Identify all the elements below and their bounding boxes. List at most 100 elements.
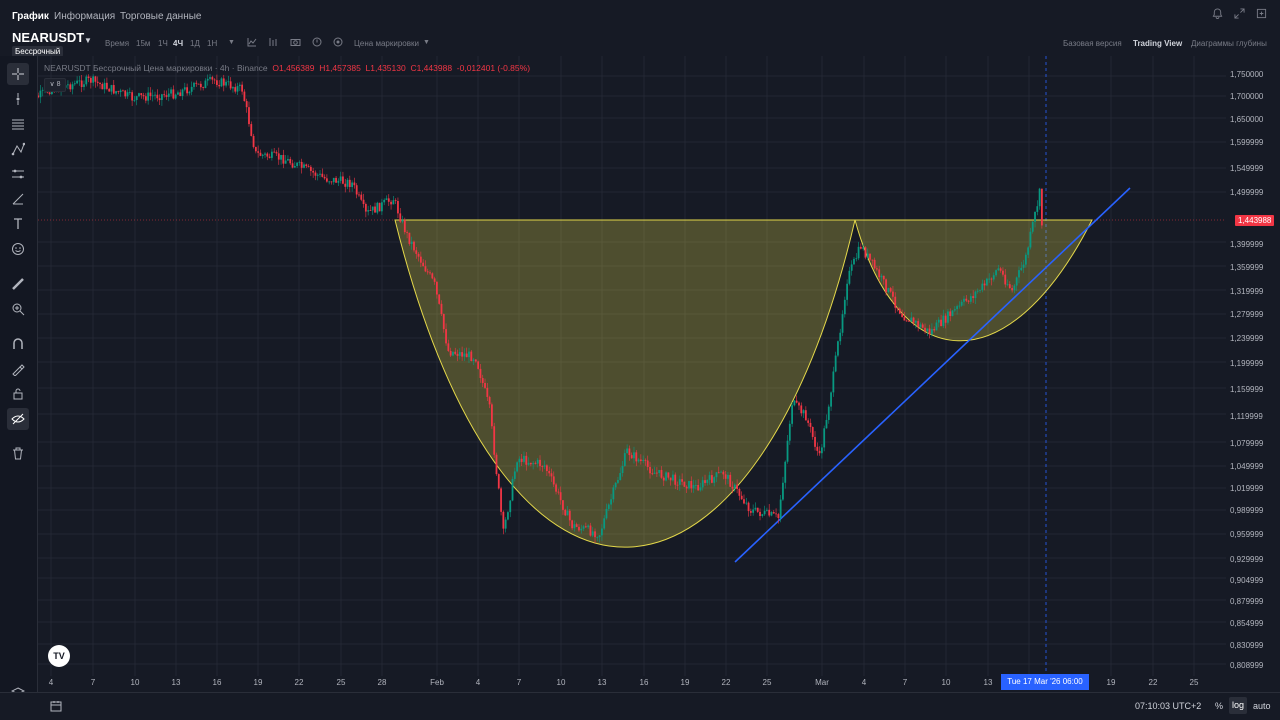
- candle-body: [337, 180, 340, 183]
- trendline-icon[interactable]: [7, 113, 29, 135]
- candle-body: [804, 410, 807, 421]
- alert-icon[interactable]: [312, 37, 322, 50]
- candle-body: [546, 465, 548, 471]
- view-tradingview[interactable]: Trading View: [1133, 39, 1183, 48]
- candle-body: [974, 291, 977, 299]
- interval-4h[interactable]: 4Ч: [173, 39, 184, 48]
- camera-icon[interactable]: [290, 37, 301, 50]
- candle-body: [415, 250, 418, 254]
- y-tick: 1,319999: [1230, 287, 1264, 296]
- interval-15m[interactable]: 15м: [136, 39, 151, 48]
- candle-body: [287, 158, 289, 161]
- collapse-count: 8: [56, 81, 61, 88]
- candle-body: [458, 352, 461, 356]
- symbol-name[interactable]: NEARUSDT: [12, 30, 85, 45]
- candle-body: [892, 291, 894, 297]
- candle-body: [387, 198, 390, 202]
- candle-body: [38, 95, 40, 98]
- candle-body: [795, 400, 798, 403]
- chart-legend: NEARUSDT Бессрочный Цена маркировки · 4h…: [44, 63, 530, 73]
- interval-1h[interactable]: 1Ч: [158, 39, 168, 48]
- candle-body: [898, 308, 901, 314]
- candle-body: [598, 535, 601, 538]
- interval-1d[interactable]: 1Д: [190, 39, 200, 48]
- ruler-icon[interactable]: [7, 273, 29, 295]
- candle-body: [564, 509, 567, 516]
- crosshair-icon[interactable]: [7, 63, 29, 85]
- bell-icon[interactable]: [1212, 8, 1223, 22]
- candle-body: [594, 531, 596, 538]
- zoom-icon[interactable]: [7, 298, 29, 320]
- date-range-icon[interactable]: [50, 699, 62, 717]
- candle-body: [683, 481, 686, 487]
- expand-icon[interactable]: [1234, 8, 1245, 22]
- candle-body: [266, 153, 269, 157]
- price-chart[interactable]: [38, 56, 1226, 692]
- view-basic[interactable]: Базовая версия: [1063, 39, 1122, 48]
- magnet-icon[interactable]: [7, 333, 29, 355]
- tradingview-logo[interactable]: TV: [48, 645, 70, 667]
- candle-body: [103, 82, 106, 90]
- brush-icon[interactable]: [7, 188, 29, 210]
- candle-body: [578, 526, 580, 531]
- text-icon[interactable]: [7, 213, 29, 235]
- price-type-chevron-icon[interactable]: ▼: [423, 39, 430, 46]
- candle-body: [135, 96, 138, 101]
- tab-chart[interactable]: График: [12, 11, 49, 22]
- x-tick: 25: [1189, 678, 1199, 687]
- interval-1w[interactable]: 1Н: [207, 39, 218, 48]
- candle-body: [656, 472, 658, 474]
- candle-body: [846, 283, 849, 300]
- pattern-icon[interactable]: [7, 163, 29, 185]
- candle-body: [711, 475, 713, 483]
- candle-body: [108, 88, 111, 92]
- candle-body: [745, 502, 748, 504]
- candle-body: [715, 472, 718, 478]
- candle-body: [963, 298, 965, 302]
- x-tick: 19: [1106, 678, 1116, 687]
- collapse-legend-button[interactable]: ∨ 8: [44, 78, 66, 92]
- candle-body: [550, 473, 553, 477]
- tab-trading-data[interactable]: Торговые данные: [120, 11, 202, 22]
- chart-settings-icon[interactable]: [333, 37, 343, 50]
- candle-body: [449, 350, 452, 356]
- lock-draw-icon[interactable]: [7, 358, 29, 380]
- legend-title: NEARUSDT Бессрочный Цена маркировки · 4h…: [44, 63, 268, 73]
- time-label[interactable]: Время: [105, 39, 130, 48]
- chevron-down-icon[interactable]: ▼: [84, 36, 92, 45]
- candle-body: [584, 526, 587, 528]
- trash-icon[interactable]: [7, 442, 29, 464]
- cursor-icon[interactable]: [7, 88, 29, 110]
- percent-scale-button[interactable]: %: [1215, 701, 1224, 711]
- candle-body: [685, 486, 688, 489]
- candle-body: [729, 474, 732, 487]
- candle-body: [479, 368, 482, 379]
- legend-low: L1,435130: [365, 63, 406, 73]
- hide-icon[interactable]: [7, 408, 29, 430]
- candle-body: [385, 198, 388, 200]
- cup-and-handle-pattern[interactable]: [394, 219, 1093, 548]
- candle-body: [351, 182, 354, 188]
- auto-scale-button[interactable]: auto: [1253, 701, 1271, 711]
- interval-dropdown-icon[interactable]: ▼: [228, 39, 235, 46]
- lock-icon[interactable]: [7, 383, 29, 405]
- compare-icon[interactable]: [268, 37, 278, 50]
- candle-body: [809, 422, 812, 428]
- perpetual-badge: Бессрочный: [12, 46, 64, 57]
- settings-icon[interactable]: [1256, 8, 1267, 22]
- price-type-select[interactable]: Цена маркировки: [354, 39, 419, 48]
- candle-body: [607, 504, 610, 509]
- log-scale-button[interactable]: log: [1229, 697, 1247, 714]
- candle-body: [474, 359, 477, 362]
- y-tick: 1,549999: [1230, 164, 1264, 173]
- indicators-icon[interactable]: [247, 37, 257, 50]
- utc-clock[interactable]: 07:10:03 UTC+2: [1135, 701, 1202, 711]
- fib-icon[interactable]: [7, 138, 29, 160]
- trendline[interactable]: [734, 187, 1131, 563]
- candle-body: [87, 76, 90, 79]
- candle-body: [250, 124, 253, 136]
- candle-body: [371, 206, 374, 211]
- view-depth[interactable]: Диаграммы глубины: [1191, 39, 1267, 48]
- emoji-icon[interactable]: [7, 238, 29, 260]
- tab-info[interactable]: Информация: [54, 11, 116, 22]
